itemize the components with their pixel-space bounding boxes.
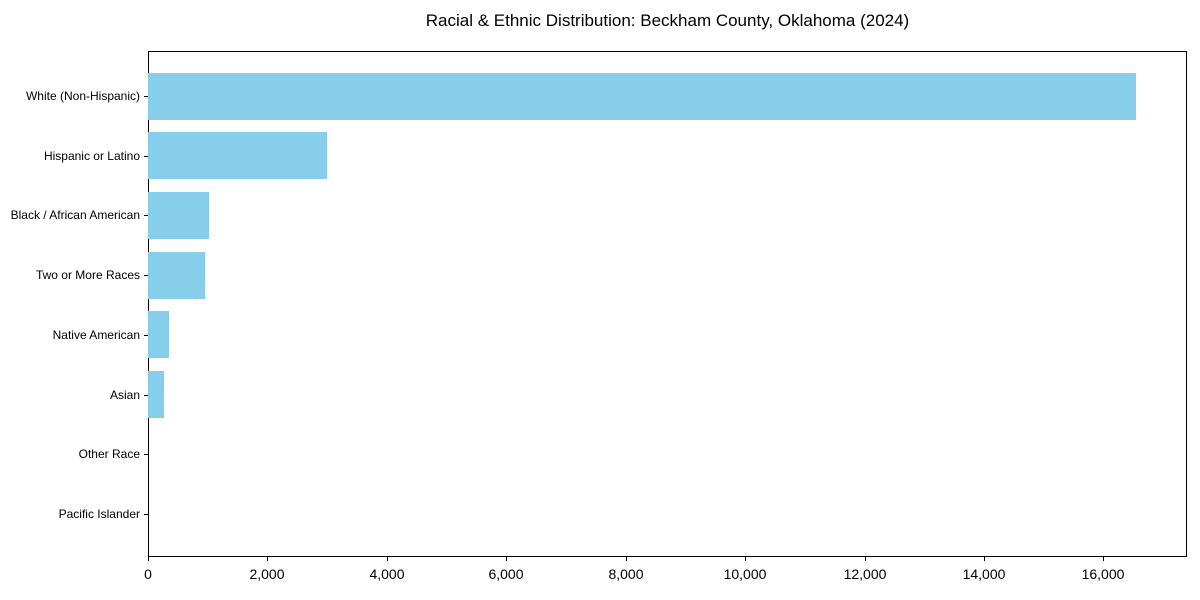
x-tick [865,557,866,561]
y-tick-label: Pacific Islander [58,507,140,521]
y-tick [144,334,148,336]
x-tick [387,557,388,561]
x-tick-label: 2,000 [249,566,285,582]
bar [148,72,1136,120]
x-tick [1103,557,1104,561]
bar [148,191,209,239]
chart-title: Racial & Ethnic Distribution: Beckham Co… [425,11,910,30]
x-tick-label: 0 [144,566,152,582]
bar [148,371,164,419]
bar [148,132,327,180]
y-tick [144,275,148,277]
y-tick [144,454,148,456]
x-tick [626,557,627,561]
x-tick [506,557,507,561]
x-tick [984,557,985,561]
x-tick [148,557,149,561]
y-tick-label: Asian [109,387,140,402]
y-tick-label: Other Race [78,447,140,462]
y-tick [144,155,148,157]
x-tick [745,557,746,561]
y-tick [144,514,148,515]
x-tick-label: 16,000 [1081,566,1125,582]
x-tick-label: 14,000 [962,566,1006,582]
y-tick [144,215,148,217]
y-tick-label: Native American [52,327,140,342]
plot-area [148,51,1187,557]
y-tick [144,96,148,97]
x-tick-label: 12,000 [843,566,887,582]
bar [148,251,205,299]
bar [148,311,169,359]
x-tick-label: 10,000 [723,566,767,582]
y-tick-label: White (Non-Hispanic) [25,89,140,103]
y-tick-label: Two or More Races [35,268,140,283]
x-tick-label: 8,000 [608,566,644,582]
y-tick-label: Black / African American [10,208,140,223]
x-tick-label: 6,000 [488,566,524,582]
y-tick [144,394,148,396]
x-tick [267,557,268,561]
x-tick-label: 4,000 [369,566,405,582]
y-tick-label: Hispanic or Latino [43,148,140,163]
